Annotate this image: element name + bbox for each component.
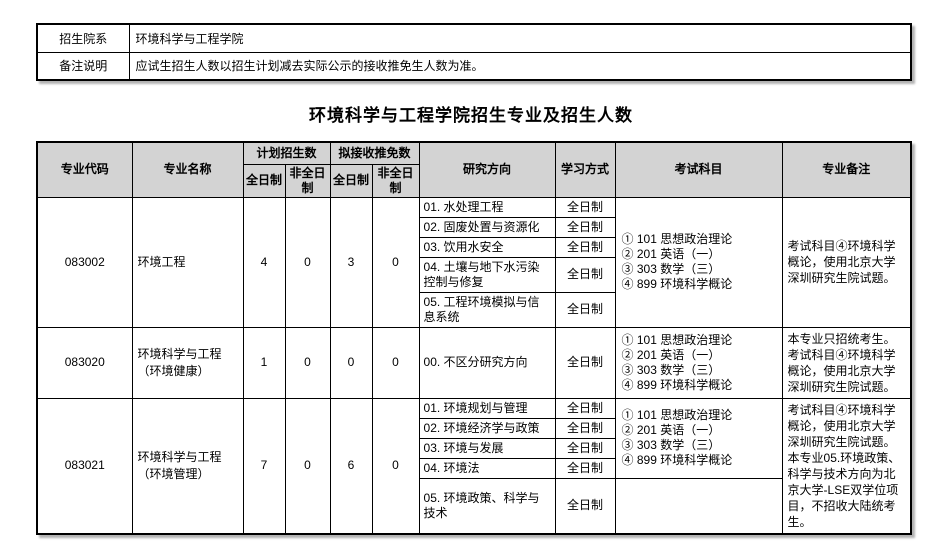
program-remark: 考试科目④环境科学概论，使用北京大学深圳研究生院试题。 本专业05.环境政策、科…: [781, 397, 912, 534]
col-header-mode: 学习方式: [554, 141, 616, 198]
plan-parttime: 0: [284, 397, 331, 534]
research-direction: 04. 环境法: [418, 457, 556, 479]
exam-subject-line: ④ 899 环境科学概论: [621, 453, 733, 467]
plan-parttime: 0: [284, 196, 331, 328]
plan-fulltime: 1: [242, 326, 286, 399]
exam-subject-line: ④ 899 环境科学概论: [621, 377, 733, 392]
col-header-remark: 专业备注: [781, 141, 912, 198]
research-direction: 01. 环境规划与管理: [418, 397, 556, 419]
col-header-exam: 考试科目: [614, 141, 783, 198]
exam-subjects: ① 101 思想政治理论 ② 201 英语（一） ③ 303 数学（三） ④ 8…: [614, 326, 783, 399]
research-direction: 02. 环境经济学与政策: [418, 417, 556, 439]
program-remark: 本专业只招统考生。考试科目④环境科学概论，使用北京大学深圳研究生院试题。: [781, 326, 912, 399]
program-name: 环境科学与工程（环境健康）: [131, 326, 244, 399]
table-row: 083002 环境工程 4 0 3 0 01. 水处理工程 全日制 ① 101 …: [36, 196, 912, 328]
research-direction: 05. 环境政策、科学与技术: [418, 477, 556, 534]
program-code: 083020: [36, 326, 133, 399]
exam-subject-line: ① 101 思想政治理论: [621, 408, 733, 422]
research-direction: 02. 固废处置与资源化: [418, 216, 556, 238]
page-title: 环境科学与工程学院招生专业及招生人数: [309, 106, 633, 125]
tuimian-fulltime: 0: [329, 326, 373, 399]
exam-subject-line: ① 101 思想政治理论: [621, 332, 733, 347]
study-mode: 全日制: [554, 196, 616, 218]
col-header-fulltime: 全日制: [329, 163, 373, 198]
exam-subjects: ① 101 思想政治理论 ② 201 英语（一） ③ 303 数学（三） ④ 8…: [614, 196, 783, 328]
tuimian-fulltime: 6: [329, 397, 373, 534]
study-mode: 全日制: [554, 256, 616, 293]
research-direction: 03. 饮用水安全: [418, 236, 556, 258]
col-header-name: 专业名称: [131, 141, 244, 198]
study-mode: 全日制: [554, 216, 616, 238]
info-label: 备注说明: [36, 51, 130, 81]
col-header-fulltime: 全日制: [242, 163, 286, 198]
info-label: 招生院系: [36, 23, 130, 53]
table-header: 专业代码 专业名称 计划招生数 拟接收推免数 研究方向 学习方式 考试科目 专业…: [36, 141, 912, 198]
exam-subject-line: ① 101 思想政治理论: [621, 232, 733, 246]
tuimian-parttime: 0: [371, 326, 420, 399]
info-row-department: 招生院系 环境科学与工程学院: [36, 23, 912, 53]
exam-subject-line: ③ 303 数学（三）: [621, 362, 721, 377]
table-row: 02. 固废处置与资源化 全日制: [37, 216, 911, 238]
col-header-parttime: 非全日制: [284, 163, 331, 198]
exam-subject-line: ② 201 英语（一）: [621, 423, 721, 437]
exam-subject-line: ③ 303 数学（三）: [621, 262, 721, 276]
study-mode: 全日制: [554, 236, 616, 258]
program-code: 083021: [36, 397, 133, 534]
tuimian-parttime: 0: [371, 196, 420, 328]
exam-subject-line: ④ 899 环境科学概论: [621, 277, 733, 291]
info-row-note: 备注说明 应试生招生人数以招生计划减去实际公示的接收推免生人数为准。: [36, 51, 912, 81]
exam-subject-line: ② 201 英语（一）: [621, 347, 721, 362]
exam-subject-line: ③ 303 数学（三）: [621, 438, 721, 452]
table-row: 083021 环境科学与工程（环境管理） 7 0 6 0 01. 环境规划与管理…: [36, 397, 912, 534]
research-direction: 05. 工程环境模拟与信息系统: [418, 291, 556, 328]
research-direction: 01. 水处理工程: [418, 196, 556, 218]
study-mode: 全日制: [554, 417, 616, 439]
table-row: 05. 环境政策、科学与技术 全日制: [37, 477, 911, 534]
col-header-parttime: 非全日制: [371, 163, 420, 198]
admissions-table: 专业代码 专业名称 计划招生数 拟接收推免数 研究方向 学习方式 考试科目 专业…: [36, 141, 913, 535]
info-table: 招生院系 环境科学与工程学院 备注说明 应试生招生人数以招生计划减去实际公示的接…: [36, 23, 912, 81]
remark-paragraph: 考试科目④环境科学概论，使用北京大学深圳研究生院试题。: [787, 402, 896, 449]
tuimian-parttime: 0: [371, 397, 420, 534]
research-direction: 03. 环境与发展: [418, 437, 556, 459]
study-mode: 全日制: [554, 291, 616, 328]
study-mode: 全日制: [554, 457, 616, 479]
exam-subjects: ① 101 思想政治理论 ② 201 英语（一） ③ 303 数学（三） ④ 8…: [614, 397, 783, 479]
plan-parttime: 0: [284, 326, 331, 399]
col-header-plan: 计划招生数: [242, 141, 331, 165]
research-direction: 04. 土壤与地下水污染控制与修复: [418, 256, 556, 293]
program-name: 环境科学与工程（环境管理）: [131, 397, 244, 534]
info-value-department: 环境科学与工程学院: [128, 23, 912, 53]
col-header-tuimian: 拟接收推免数: [329, 141, 420, 165]
col-header-code: 专业代码: [36, 141, 133, 198]
study-mode: 全日制: [554, 326, 616, 399]
remark-paragraph: 考试科目④环境科学概论，使用北京大学深圳研究生院试题。: [787, 239, 896, 285]
study-mode: 全日制: [554, 397, 616, 419]
remark-paragraph: 本专业只招统考生。考试科目④环境科学概论，使用北京大学深圳研究生院试题。: [787, 331, 896, 394]
study-mode: 全日制: [554, 477, 616, 534]
table-row: 04. 土壤与地下水污染控制与修复 全日制: [37, 256, 911, 293]
program-remark: 考试科目④环境科学概论，使用北京大学深圳研究生院试题。: [781, 196, 912, 328]
remark-paragraph: 本专业05.环境政策、科学与技术方向为北京大学-LSE双学位项目，不招收大陆统考…: [787, 450, 901, 529]
exam-subjects-empty: [614, 477, 783, 534]
table-row: 083020 环境科学与工程（环境健康） 1 0 0 0 00. 不区分研究方向…: [36, 326, 912, 399]
program-code: 083002: [36, 196, 133, 328]
table-row: 04. 环境法 全日制: [37, 457, 911, 479]
research-direction: 00. 不区分研究方向: [418, 326, 556, 399]
info-value-note: 应试生招生人数以招生计划减去实际公示的接收推免生人数为准。: [128, 51, 912, 81]
plan-fulltime: 7: [242, 397, 286, 534]
exam-subject-line: ② 201 英语（一）: [621, 247, 721, 261]
tuimian-fulltime: 3: [329, 196, 373, 328]
program-name: 环境工程: [131, 196, 244, 328]
study-mode: 全日制: [554, 437, 616, 459]
plan-fulltime: 4: [242, 196, 286, 328]
col-header-direction: 研究方向: [418, 141, 556, 198]
